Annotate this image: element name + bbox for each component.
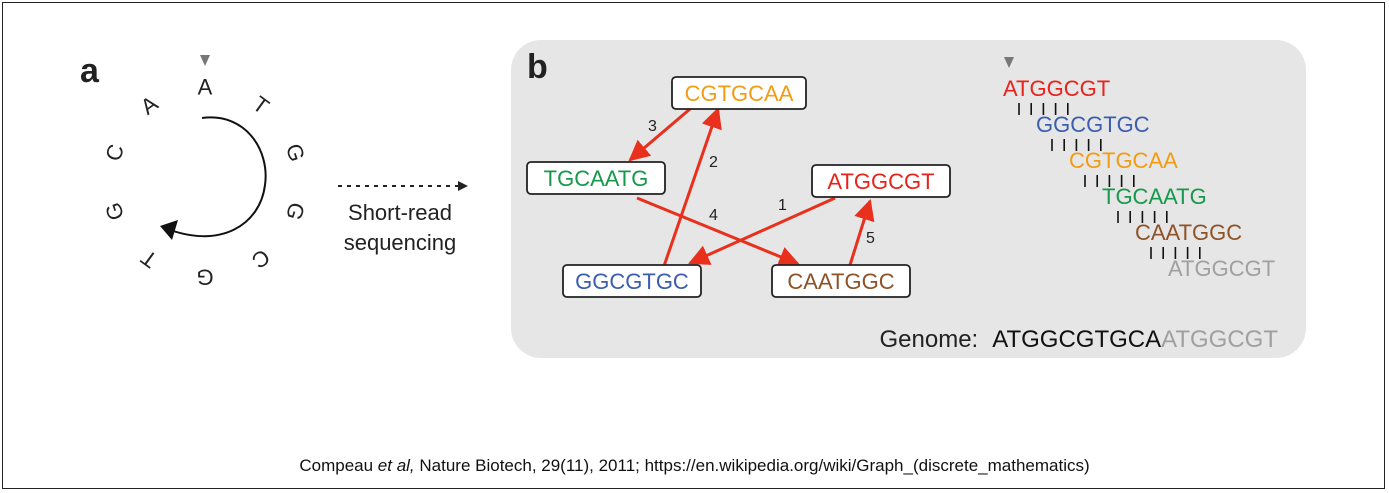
node-atggcgt-label: ATGGCGT bbox=[827, 169, 934, 194]
edge-label-4: 4 bbox=[709, 207, 718, 224]
panel-b-label: b bbox=[527, 48, 548, 86]
circular-arrow-head-icon bbox=[160, 220, 178, 240]
figure-caption: Compeau et al, Nature Biotech, 29(11), 2… bbox=[0, 456, 1389, 476]
arrow-label-line1: Short-read bbox=[348, 200, 452, 225]
alignment-start-pointer-icon bbox=[1004, 57, 1014, 68]
circle-letter: G bbox=[100, 199, 129, 223]
panel-a-label: a bbox=[80, 52, 100, 90]
node-atggcgt: ATGGCGT bbox=[811, 164, 951, 198]
genome-label: Genome: bbox=[880, 326, 979, 353]
edge-4 bbox=[636, 196, 800, 267]
alignment-read: ATGGCGT bbox=[1168, 256, 1275, 281]
circle-letter: G bbox=[281, 141, 310, 165]
edge-label-1: 1 bbox=[778, 197, 787, 214]
node-caatggc-label: CAATGGC bbox=[787, 269, 894, 294]
sequencing-arrow-head-icon bbox=[458, 181, 468, 191]
node-cgtgcaa: CGTGCAA bbox=[671, 76, 807, 110]
edge-2 bbox=[662, 107, 722, 267]
node-ggcgtgc-label: GGCGTGC bbox=[575, 269, 689, 294]
node-tgcaatg-label: TGCAATG bbox=[544, 166, 649, 191]
circle-letters: ATGGCGTGCA bbox=[100, 75, 310, 290]
edge-1 bbox=[688, 196, 836, 265]
edge-label-3: 3 bbox=[648, 118, 657, 135]
edge-label-2: 2 bbox=[709, 154, 718, 171]
node-tgcaatg: TGCAATG bbox=[526, 161, 666, 195]
caption-author: Compeau bbox=[299, 456, 378, 475]
circle-letter: C bbox=[100, 141, 129, 164]
node-ggcgtgc: GGCGTGC bbox=[562, 264, 702, 298]
alignment-read: CGTGCAA bbox=[1069, 148, 1178, 173]
caption-rest: Nature Biotech, 29(11), 2011; https://en… bbox=[414, 456, 1090, 475]
alignment-read: GGCGTGC bbox=[1036, 112, 1150, 137]
circle-letter: A bbox=[198, 75, 213, 100]
circular-arrow bbox=[164, 116, 267, 238]
circle-letter: T bbox=[248, 91, 274, 119]
alignment-read: ATGGCGT bbox=[1003, 76, 1110, 101]
circle-letter: A bbox=[136, 91, 163, 120]
circle-letter: C bbox=[247, 244, 275, 274]
alignment-read: CAATGGC bbox=[1135, 220, 1242, 245]
circle-letter: G bbox=[196, 265, 213, 290]
alignment-read: TGCAATG bbox=[1102, 184, 1207, 209]
graph-edges bbox=[628, 107, 875, 267]
node-caatggc: CAATGGC bbox=[771, 264, 911, 298]
circle-letter: G bbox=[281, 199, 310, 223]
node-cgtgcaa-label: CGTGCAA bbox=[685, 81, 794, 106]
caption-etal: et al, bbox=[377, 456, 415, 475]
edge-label-5: 5 bbox=[866, 230, 875, 247]
genome-repeat-sequence: ATGGCGT bbox=[1161, 326, 1278, 353]
genome-main-sequence: ATGGCGTGCA bbox=[992, 326, 1161, 353]
arrow-label-line2: sequencing bbox=[344, 230, 457, 255]
circle-letter: T bbox=[136, 245, 162, 273]
edge-3 bbox=[628, 107, 691, 162]
read-alignment: ATGGCGT GGCGTGC CGTGCAA TGCAATG CAATGGC ATGGC… bbox=[1003, 76, 1275, 281]
edge-5 bbox=[848, 198, 875, 266]
genome-line: Genome: ATGGCGTGCAATGGCGT bbox=[880, 326, 1279, 353]
start-pointer-icon bbox=[200, 55, 210, 66]
